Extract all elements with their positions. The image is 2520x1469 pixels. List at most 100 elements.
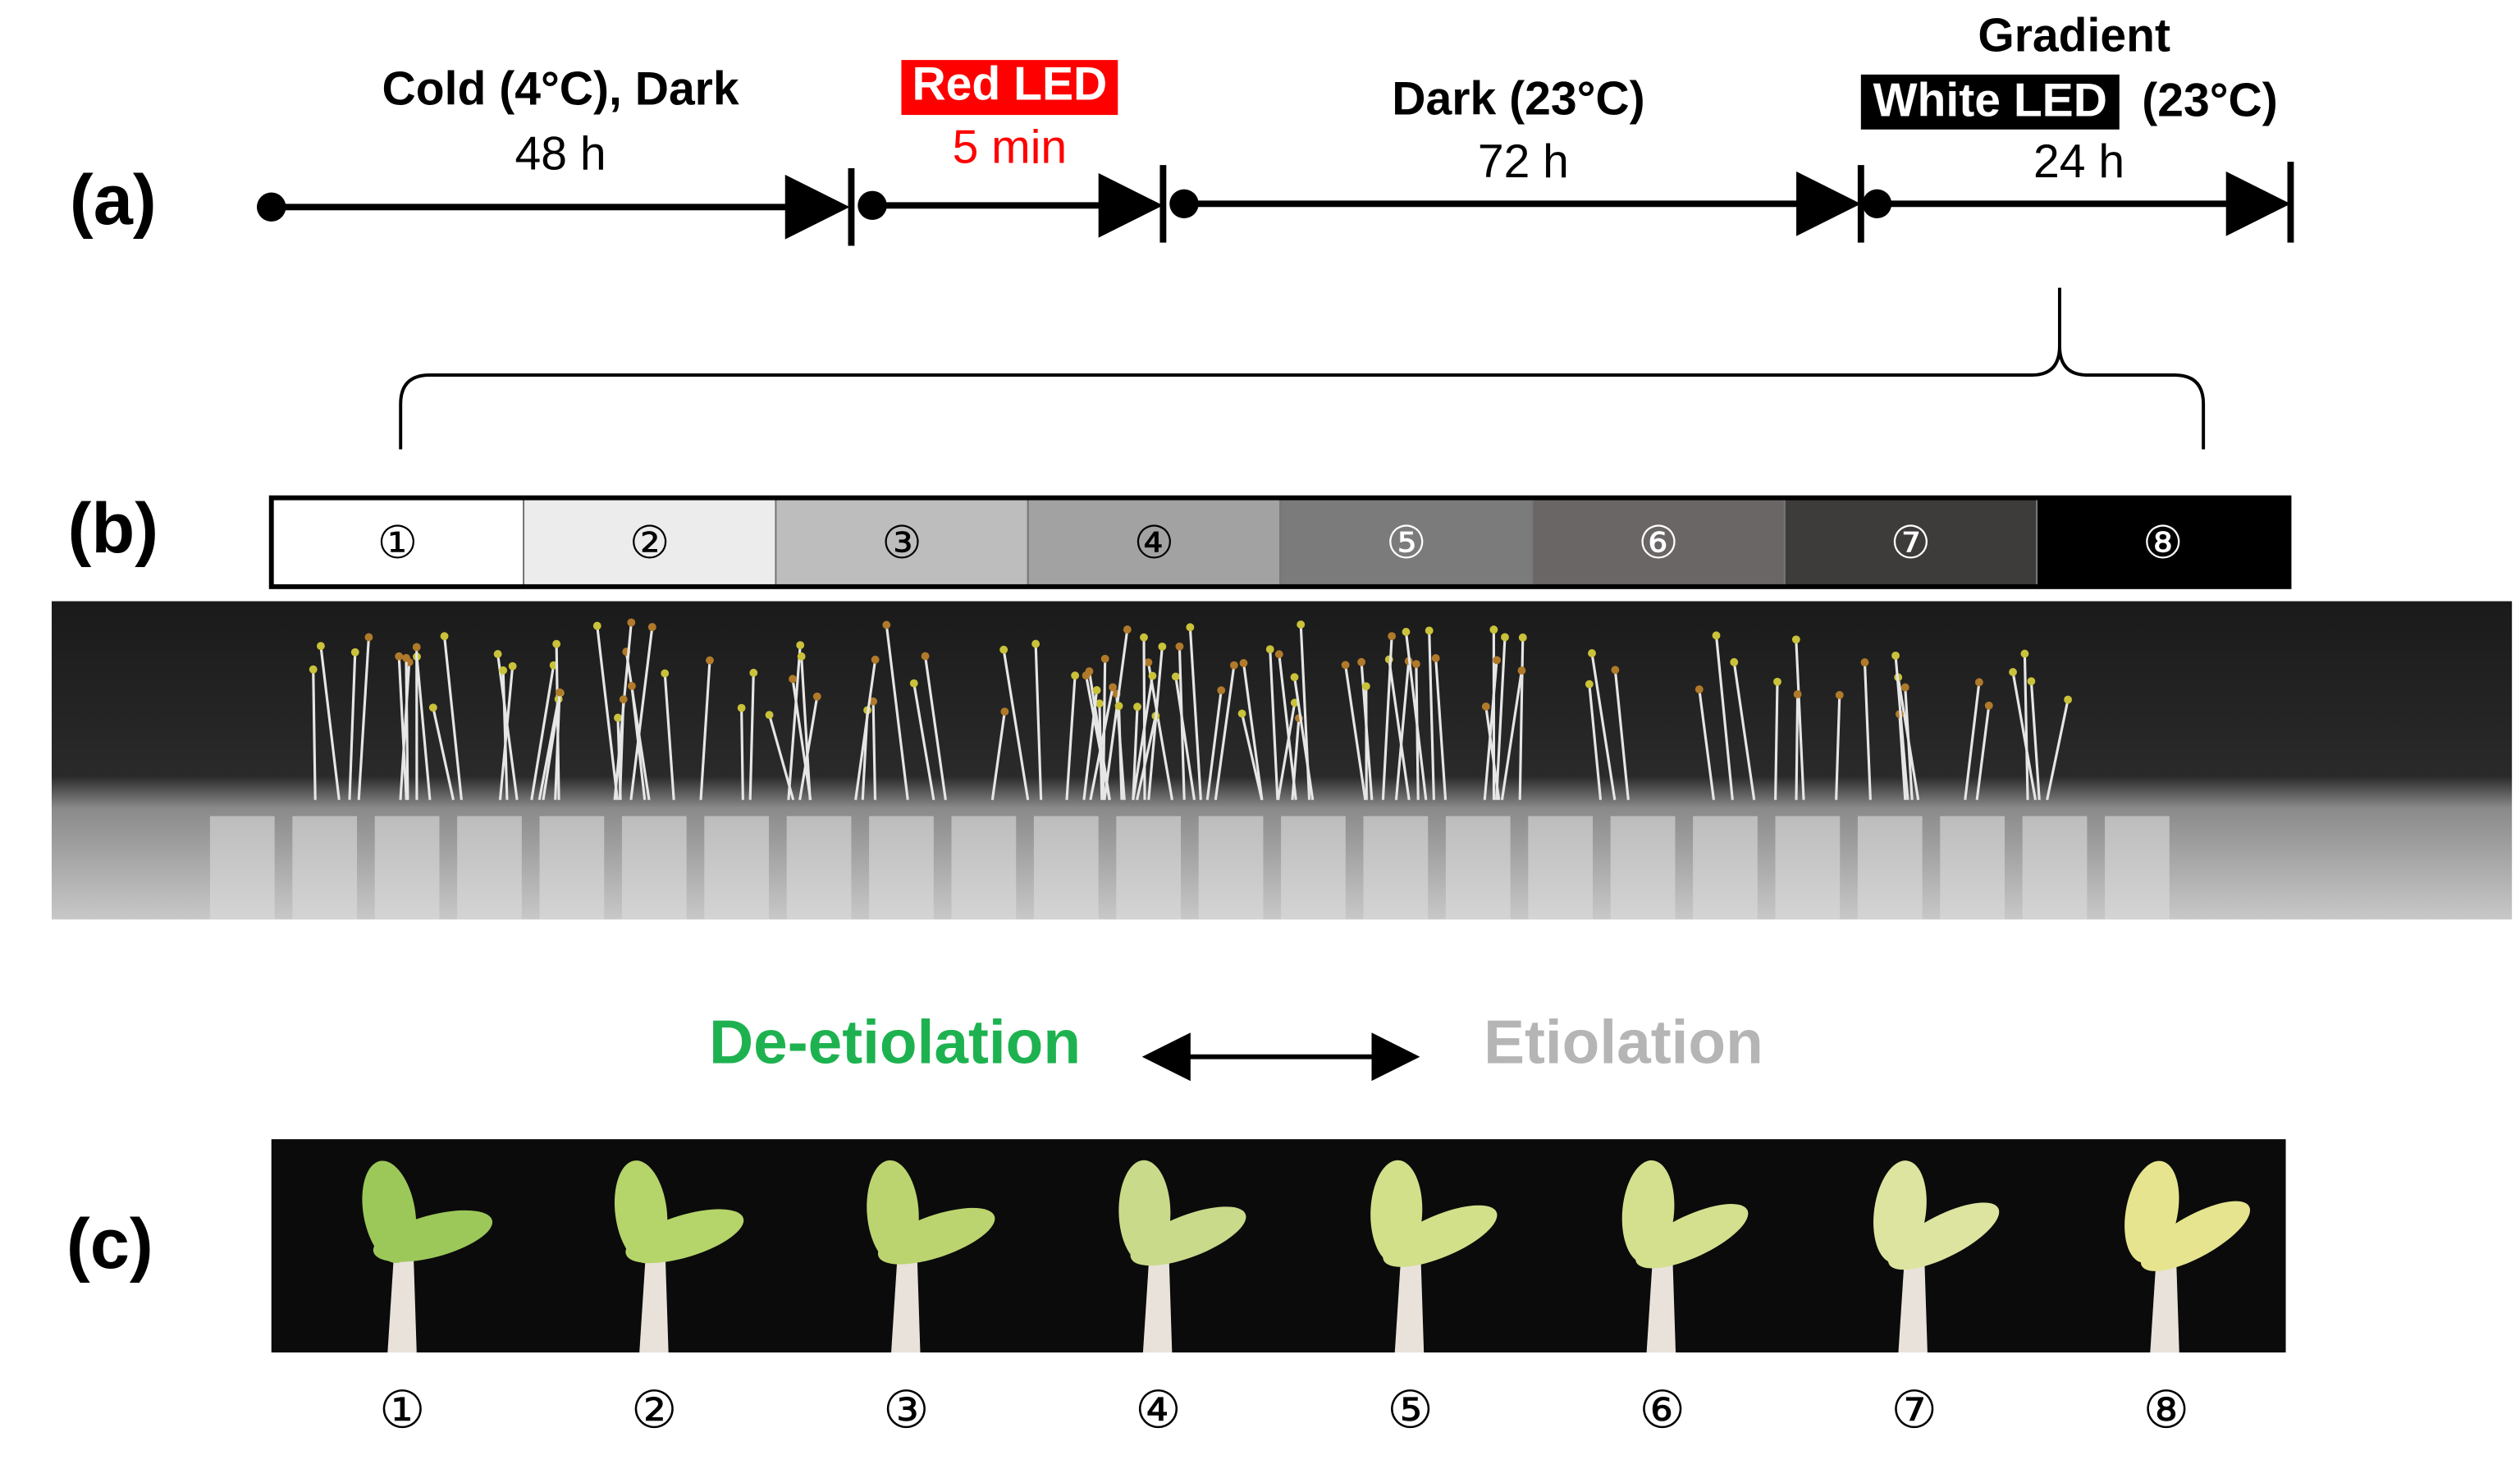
seedling-tip [1095, 699, 1104, 708]
seedling-tip [493, 650, 502, 658]
hypocotyl [2150, 1252, 2179, 1352]
plate-well [621, 816, 687, 920]
seedling-label: ⑧ [2143, 1381, 2189, 1439]
seedling-tip [1402, 628, 1411, 636]
plate-well [1610, 816, 1676, 920]
seedling-stem [885, 625, 909, 800]
seedling-tip [882, 620, 891, 629]
seedling-tip [402, 653, 410, 662]
seedling-stem [1103, 629, 1129, 800]
seedling-stem [1269, 649, 1279, 800]
seedling-tip [869, 697, 878, 706]
seedling-stem [740, 707, 744, 800]
step-duration: 72 h [1478, 135, 1569, 188]
seedling-tip [350, 648, 359, 657]
seedling-tip [1974, 678, 1983, 687]
seedling-tip [1000, 707, 1009, 716]
seedling-stem [2023, 653, 2029, 800]
gradient-frame [268, 495, 2292, 589]
seedling-stem [357, 637, 370, 800]
seedling-tip [1186, 623, 1195, 632]
seedling-tip [1773, 677, 1781, 686]
seedling-tip [1481, 702, 1490, 711]
gradient-level: ④ [1134, 517, 1174, 568]
seedling-stem [1795, 693, 1800, 800]
seedling-tip [1611, 666, 1620, 675]
seedling-stem [748, 672, 755, 800]
seedling-tip [1730, 657, 1739, 666]
panel-label: (c) [66, 1205, 153, 1284]
seedling-tip [1123, 625, 1132, 634]
seedling-tip [1712, 631, 1721, 640]
seedling-label: ⑤ [1387, 1381, 1433, 1439]
seedling-tip [1791, 635, 1800, 644]
seedling-stem [1428, 630, 1435, 800]
seedling-stem [854, 659, 877, 800]
seedling-stem [1117, 706, 1123, 800]
seedling-stem [1613, 670, 1630, 800]
seedling-stem [1089, 687, 1114, 801]
seedling-stem [768, 714, 795, 801]
seedling-stem [791, 679, 812, 800]
seedling-stem [1365, 686, 1368, 800]
seedling-tip [921, 652, 930, 661]
timeline-dots [257, 189, 1892, 222]
plate-well [1693, 816, 1758, 920]
panel-label: (b) [68, 489, 159, 568]
seedling-stem [1714, 635, 1734, 800]
seedling-stem [1774, 681, 1779, 800]
hypocotyl [1142, 1252, 1173, 1352]
plate-well [1033, 816, 1099, 920]
seedling-stem [1894, 655, 1909, 800]
seedling-tip [2027, 677, 2036, 686]
plate-well [1445, 816, 1511, 920]
hypocotyl [1394, 1252, 1425, 1352]
plate-well [869, 816, 934, 920]
seedling-stem [699, 660, 711, 800]
seedling-stem [1381, 636, 1393, 800]
seedling-stem [2029, 681, 2041, 800]
axis-right-label: Etiolation [1484, 1008, 1763, 1077]
seedling-stem [1034, 643, 1043, 800]
seedling-tip [2064, 695, 2073, 704]
seedling-tip [1860, 658, 1869, 667]
seedling-tip [1835, 690, 1844, 699]
seedling-tip [1984, 701, 1993, 710]
seedling-stem [1085, 675, 1111, 801]
timeline [271, 162, 2294, 246]
seedling-stem [912, 683, 935, 800]
seedling-stem [443, 636, 463, 800]
seedling-tip [1431, 654, 1440, 662]
seedling-tip [1239, 659, 1248, 667]
seedling-tip [1411, 660, 1420, 669]
seedling-tip [317, 642, 325, 651]
seedling-tip [1290, 673, 1299, 682]
seedling-stem [1394, 661, 1411, 800]
timeline-dot [1169, 189, 1199, 219]
seedlings [209, 618, 2170, 920]
seedling-tip [1489, 625, 1498, 634]
seedling-stem [1205, 689, 1223, 800]
plate-well [292, 816, 358, 920]
seedling-stem [1415, 664, 1420, 800]
seedling-tip [749, 668, 758, 677]
seedling-stem [1241, 713, 1264, 801]
seedling-tip [797, 652, 806, 661]
step-label-suffix: (23°C) [2142, 74, 2278, 126]
seedling-tip [1297, 620, 1306, 629]
step-label: Dark (23°C) [1392, 72, 1644, 125]
seedling-tip [440, 632, 449, 641]
seedling-tip [1793, 690, 1802, 698]
seedling-stem [1483, 660, 1498, 800]
hypocotyl [1646, 1252, 1676, 1352]
seedling-tip [619, 695, 628, 704]
seedling-tip [1082, 671, 1091, 680]
seedling-stem [1291, 717, 1301, 800]
seedling-tip [1100, 654, 1109, 663]
seedling-tip [1133, 702, 1141, 712]
brace [399, 287, 2206, 450]
seedling-tip [796, 641, 805, 650]
seedling-stem [1590, 652, 1617, 800]
cotyledon [877, 1207, 995, 1265]
seedling-tip [647, 623, 656, 632]
